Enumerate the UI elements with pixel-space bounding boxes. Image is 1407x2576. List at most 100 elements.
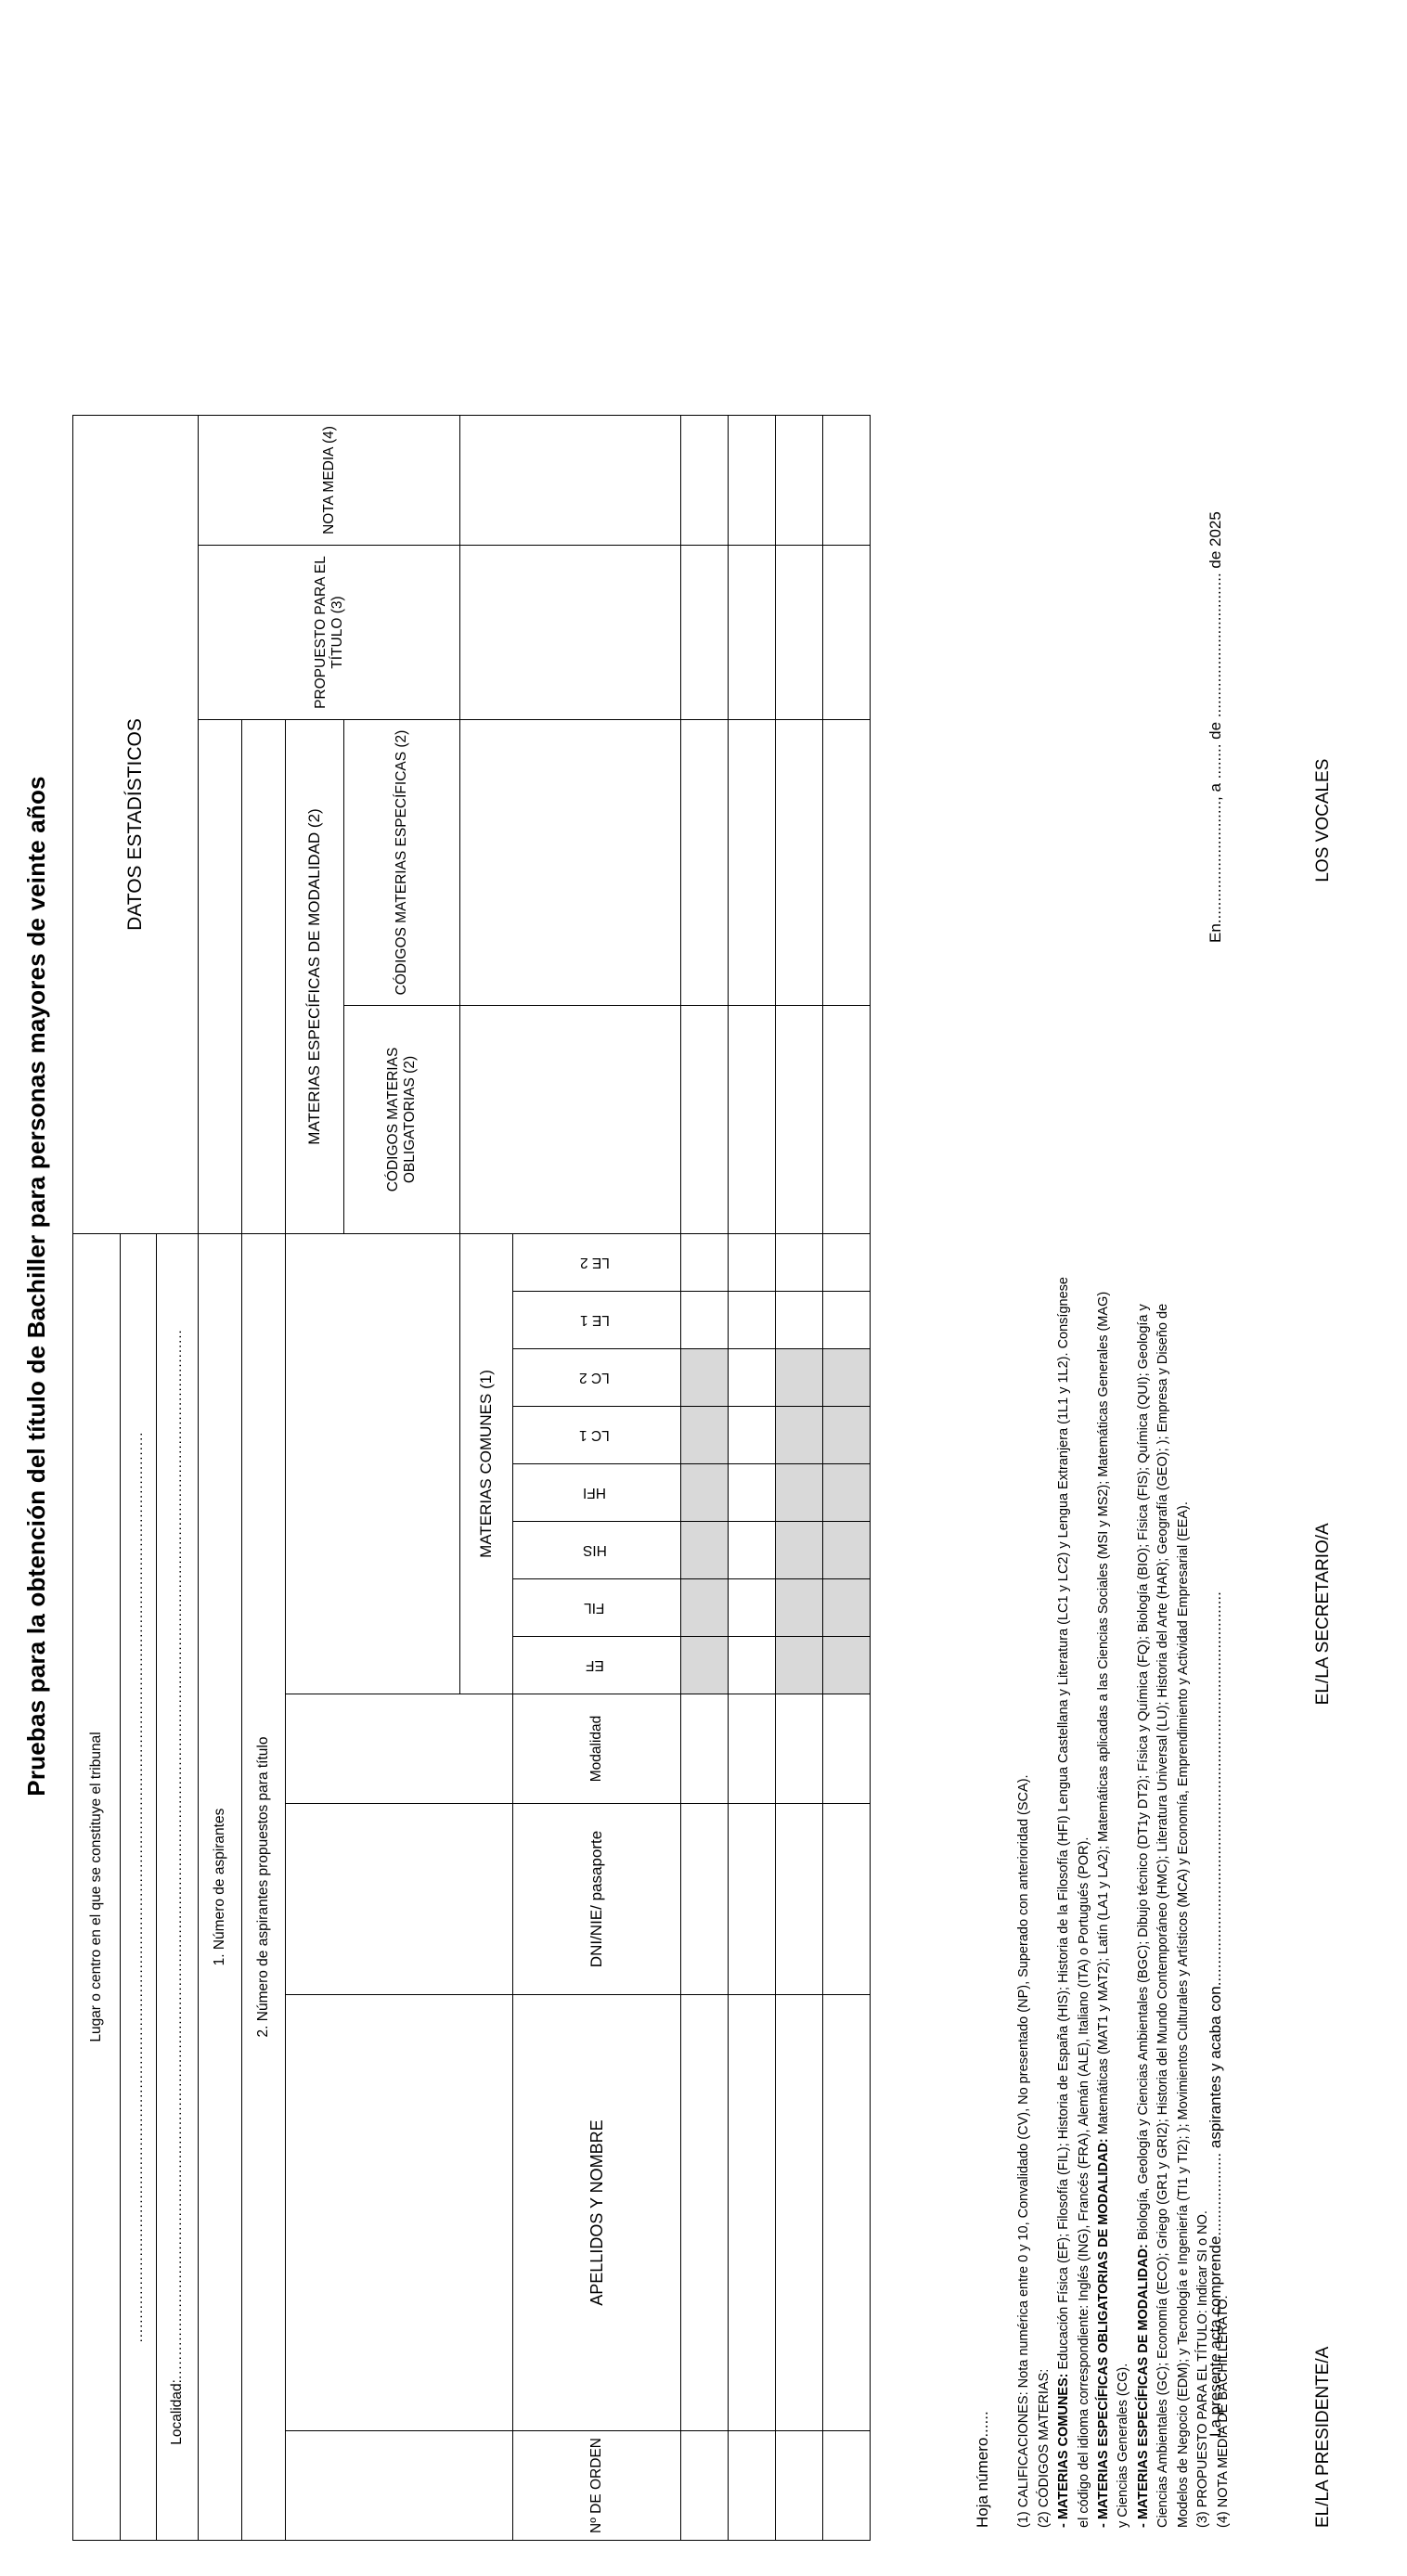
table-row[interactable]: [822, 415, 871, 2541]
cell-modalidad[interactable]: [822, 1694, 871, 1804]
header-lc1-label: LC 1: [579, 1427, 610, 1444]
cell-his[interactable]: [822, 1521, 871, 1579]
note-line-5: - MATERIAS ESPECÍFICAS OBLIGATORIAS DE M…: [1094, 59, 1114, 2528]
cell-orden[interactable]: [822, 2430, 871, 2541]
cell-propuesto[interactable]: [728, 545, 776, 720]
cell-cod-espec[interactable]: [728, 719, 776, 1006]
cell-hfi[interactable]: [822, 1463, 871, 1522]
cell-le1[interactable]: [728, 1291, 776, 1349]
cell-fil[interactable]: [822, 1578, 871, 1637]
acta-summary: La presente acta comprende..............…: [1207, 1591, 1224, 2437]
cell-cod-espec[interactable]: [822, 719, 871, 1006]
cell-lc1[interactable]: [775, 1406, 823, 1464]
cell-le1[interactable]: [775, 1291, 823, 1349]
cell-propuesto[interactable]: [822, 545, 871, 720]
cell-lc2[interactable]: [728, 1348, 776, 1407]
cell-lc2[interactable]: [822, 1348, 871, 1407]
cell-nota[interactable]: [822, 415, 871, 546]
cell-dni[interactable]: [775, 1803, 823, 1995]
cell-le2[interactable]: [680, 1233, 729, 1292]
cell-lc2[interactable]: [775, 1348, 823, 1407]
header-hfi: HFI: [512, 1463, 681, 1522]
cell-modalidad[interactable]: [680, 1694, 729, 1804]
cell-ef[interactable]: [775, 1636, 823, 1694]
note-line-9: Modelos de Negocio (EDM); y Tecnología e…: [1175, 1501, 1191, 2528]
datos-estadisticos-header: DATOS ESTADÍSTICOS: [72, 415, 199, 1234]
cell-fil[interactable]: [775, 1578, 823, 1637]
header-le2-label: LE 2: [579, 1255, 610, 1271]
note-line-5-rest: Matemáticas (MAT1 y MAT2); Latín (LA1 y …: [1095, 1291, 1111, 2139]
table-row[interactable]: [728, 415, 776, 2541]
cell-lc2[interactable]: [680, 1348, 729, 1407]
cell-dni[interactable]: [728, 1803, 776, 1995]
cell-nota[interactable]: [728, 415, 776, 546]
table-row[interactable]: [680, 415, 729, 2541]
cell-his[interactable]: [728, 1521, 776, 1579]
col-orden-spacer: [285, 2430, 513, 2541]
cell-lc1[interactable]: [728, 1406, 776, 1464]
cell-nota[interactable]: [680, 415, 729, 546]
cell-orden[interactable]: [775, 2430, 823, 2541]
cell-cod-espec[interactable]: [775, 719, 823, 1006]
stat-value-1[interactable]: [198, 719, 242, 1234]
cell-apellidos[interactable]: [775, 1994, 823, 2431]
cell-cod-oblig[interactable]: [822, 1005, 871, 1234]
cell-ef[interactable]: [680, 1636, 729, 1694]
cell-modalidad[interactable]: [775, 1694, 823, 1804]
cell-apellidos[interactable]: [822, 1994, 871, 2431]
cell-hfi[interactable]: [728, 1463, 776, 1522]
comunes-spacer: [285, 1233, 460, 1694]
header-ef: EF: [512, 1636, 681, 1694]
note-line-3-rest: Educación Física (EF); Filosofía (FIL); …: [1056, 1277, 1072, 2374]
sign-secretario: EL/LA SECRETARIO/A: [1313, 1523, 1333, 1706]
note-bold-oblig: - MATERIAS ESPECÍFICAS OBLIGATORIAS DE M…: [1095, 2138, 1111, 2528]
table-row[interactable]: [775, 415, 823, 2541]
cell-cod-oblig[interactable]: [728, 1005, 776, 1234]
note-line-7: - MATERIAS ESPECÍFICAS DE MODALIDAD: Bio…: [1134, 59, 1154, 2528]
cell-hfi[interactable]: [775, 1463, 823, 1522]
cell-orden[interactable]: [680, 2430, 729, 2541]
cell-hfi[interactable]: [680, 1463, 729, 1522]
cell-fil[interactable]: [728, 1578, 776, 1637]
cell-dni[interactable]: [680, 1803, 729, 1995]
cell-le1[interactable]: [822, 1291, 871, 1349]
header-hfi-label: HFI: [583, 1485, 607, 1501]
col-codigos-obligatorias: CÓDIGOS MATERIAS OBLIGATORIAS (2): [343, 1005, 460, 1234]
cell-propuesto[interactable]: [680, 545, 729, 720]
cell-modalidad[interactable]: [728, 1694, 776, 1804]
note-bold-espec: - MATERIAS ESPECÍFICAS DE MODALIDAD:: [1135, 2244, 1151, 2528]
table-row-group-especificas: MATERIAS ESPECÍFICAS DE MODALIDAD (2): [285, 416, 513, 2541]
cell-apellidos[interactable]: [680, 1994, 729, 2431]
note-line-8: Ciencias Ambientales (GC); Economía (ECO…: [1155, 1303, 1171, 2528]
cell-ef[interactable]: [822, 1636, 871, 1694]
cell-orden[interactable]: [728, 2430, 776, 2541]
cell-lc1[interactable]: [822, 1406, 871, 1464]
col-dni-spacer: [285, 1803, 513, 1995]
cell-his[interactable]: [775, 1521, 823, 1579]
cell-cod-oblig[interactable]: [775, 1005, 823, 1234]
cell-cod-oblig[interactable]: [680, 1005, 729, 1234]
cell-ef[interactable]: [728, 1636, 776, 1694]
cell-le1[interactable]: [680, 1291, 729, 1349]
header-lc1: LC 1: [512, 1406, 681, 1464]
stat-label-2: 2. Número de aspirantes propuestos para …: [241, 1233, 286, 2541]
cell-his[interactable]: [680, 1521, 729, 1579]
cell-lc1[interactable]: [680, 1406, 729, 1464]
cell-le2[interactable]: [775, 1233, 823, 1292]
cell-le2[interactable]: [822, 1233, 871, 1292]
cell-cod-espec[interactable]: [680, 719, 729, 1006]
localidad-dots: ........................................…: [169, 1329, 186, 2380]
cell-nota[interactable]: [775, 415, 823, 546]
table-row-stat-1: 1. Número de aspirantes PROPUESTO PARA E…: [198, 415, 460, 2541]
cell-le2[interactable]: [728, 1233, 776, 1292]
cell-fil[interactable]: [680, 1578, 729, 1637]
stat-value-2[interactable]: [241, 719, 286, 1234]
signature-row: EL/LA PRESIDENTE/A EL/LA SECRETARIO/A LO…: [1313, 59, 1334, 2528]
cell-dni[interactable]: [822, 1803, 871, 1995]
cell-propuesto[interactable]: [775, 545, 823, 720]
col-modalidad-spacer: [285, 1694, 513, 1804]
header-orden: Nº DE ORDEN: [512, 2430, 681, 2541]
header-le1-label: LE 1: [579, 1312, 610, 1329]
cell-apellidos[interactable]: [728, 1994, 776, 2431]
